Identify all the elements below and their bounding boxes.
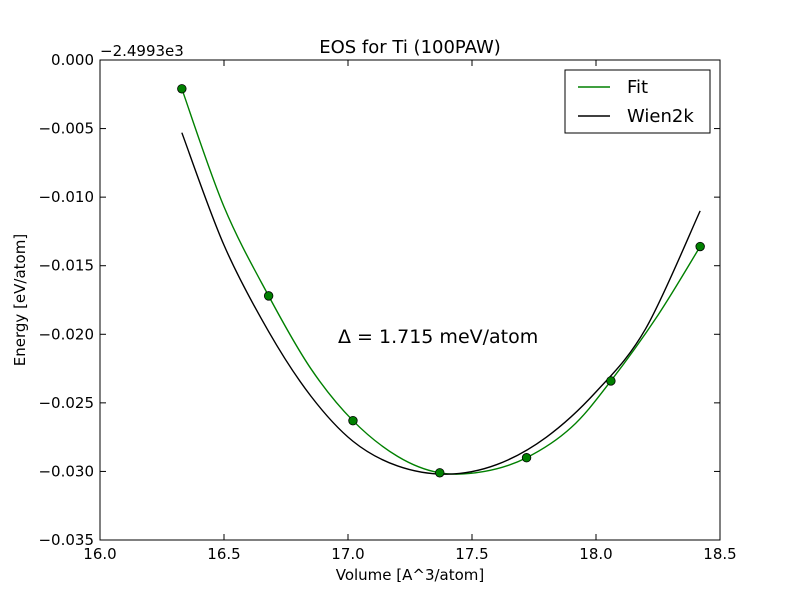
data-point [263, 291, 274, 301]
x-tick-label: 17.5 [455, 545, 488, 563]
data-point [606, 376, 616, 386]
y-tick-label: −0.030 [38, 462, 94, 480]
axis-ticks: 16.0 16.5 17.0 17.5 18.0 18.5 0.000 −0.005 −0.01… [38, 51, 736, 563]
legend-fit-label: Fit [627, 77, 648, 98]
legend-wien2k-label: Wien2k [627, 106, 694, 127]
series-line-wien2k [181, 132, 701, 475]
x-tick-label: 16.5 [207, 545, 240, 563]
data-point [435, 468, 445, 478]
data-point [521, 453, 532, 463]
series-line-fit [181, 88, 701, 475]
y-tick-label: −0.035 [38, 531, 94, 549]
x-tick-label: 18.5 [703, 545, 736, 563]
data-point [695, 241, 705, 252]
y-tick-label: −0.010 [38, 188, 94, 206]
y-tick-label: −0.020 [38, 325, 94, 343]
x-tick-label: 16.0 [83, 545, 116, 563]
data-point [177, 84, 187, 94]
y-tick-label: −0.005 [38, 120, 94, 138]
chart-title: EOS for Ti (100PAW) [319, 37, 501, 58]
data-point [348, 415, 358, 426]
legend-box [564, 69, 711, 134]
x-axis-label: Volume [A^3/atom] [336, 566, 485, 584]
y-axis-label: Energy [eV/atom] [11, 234, 29, 366]
x-tick-label: 18.0 [579, 545, 612, 563]
y-offset-text: −2.4993e3 [100, 42, 184, 60]
y-tick-label: −0.025 [38, 394, 94, 412]
y-tick-label: −0.015 [38, 257, 94, 275]
x-tick-label: 17.0 [331, 545, 364, 563]
legend: Fit Wien2k [564, 69, 711, 134]
delta-annotation: Δ = 1.715 meV/atom [338, 326, 538, 348]
y-tick-label: 0.000 [51, 51, 94, 69]
plot-frame [99, 59, 721, 541]
